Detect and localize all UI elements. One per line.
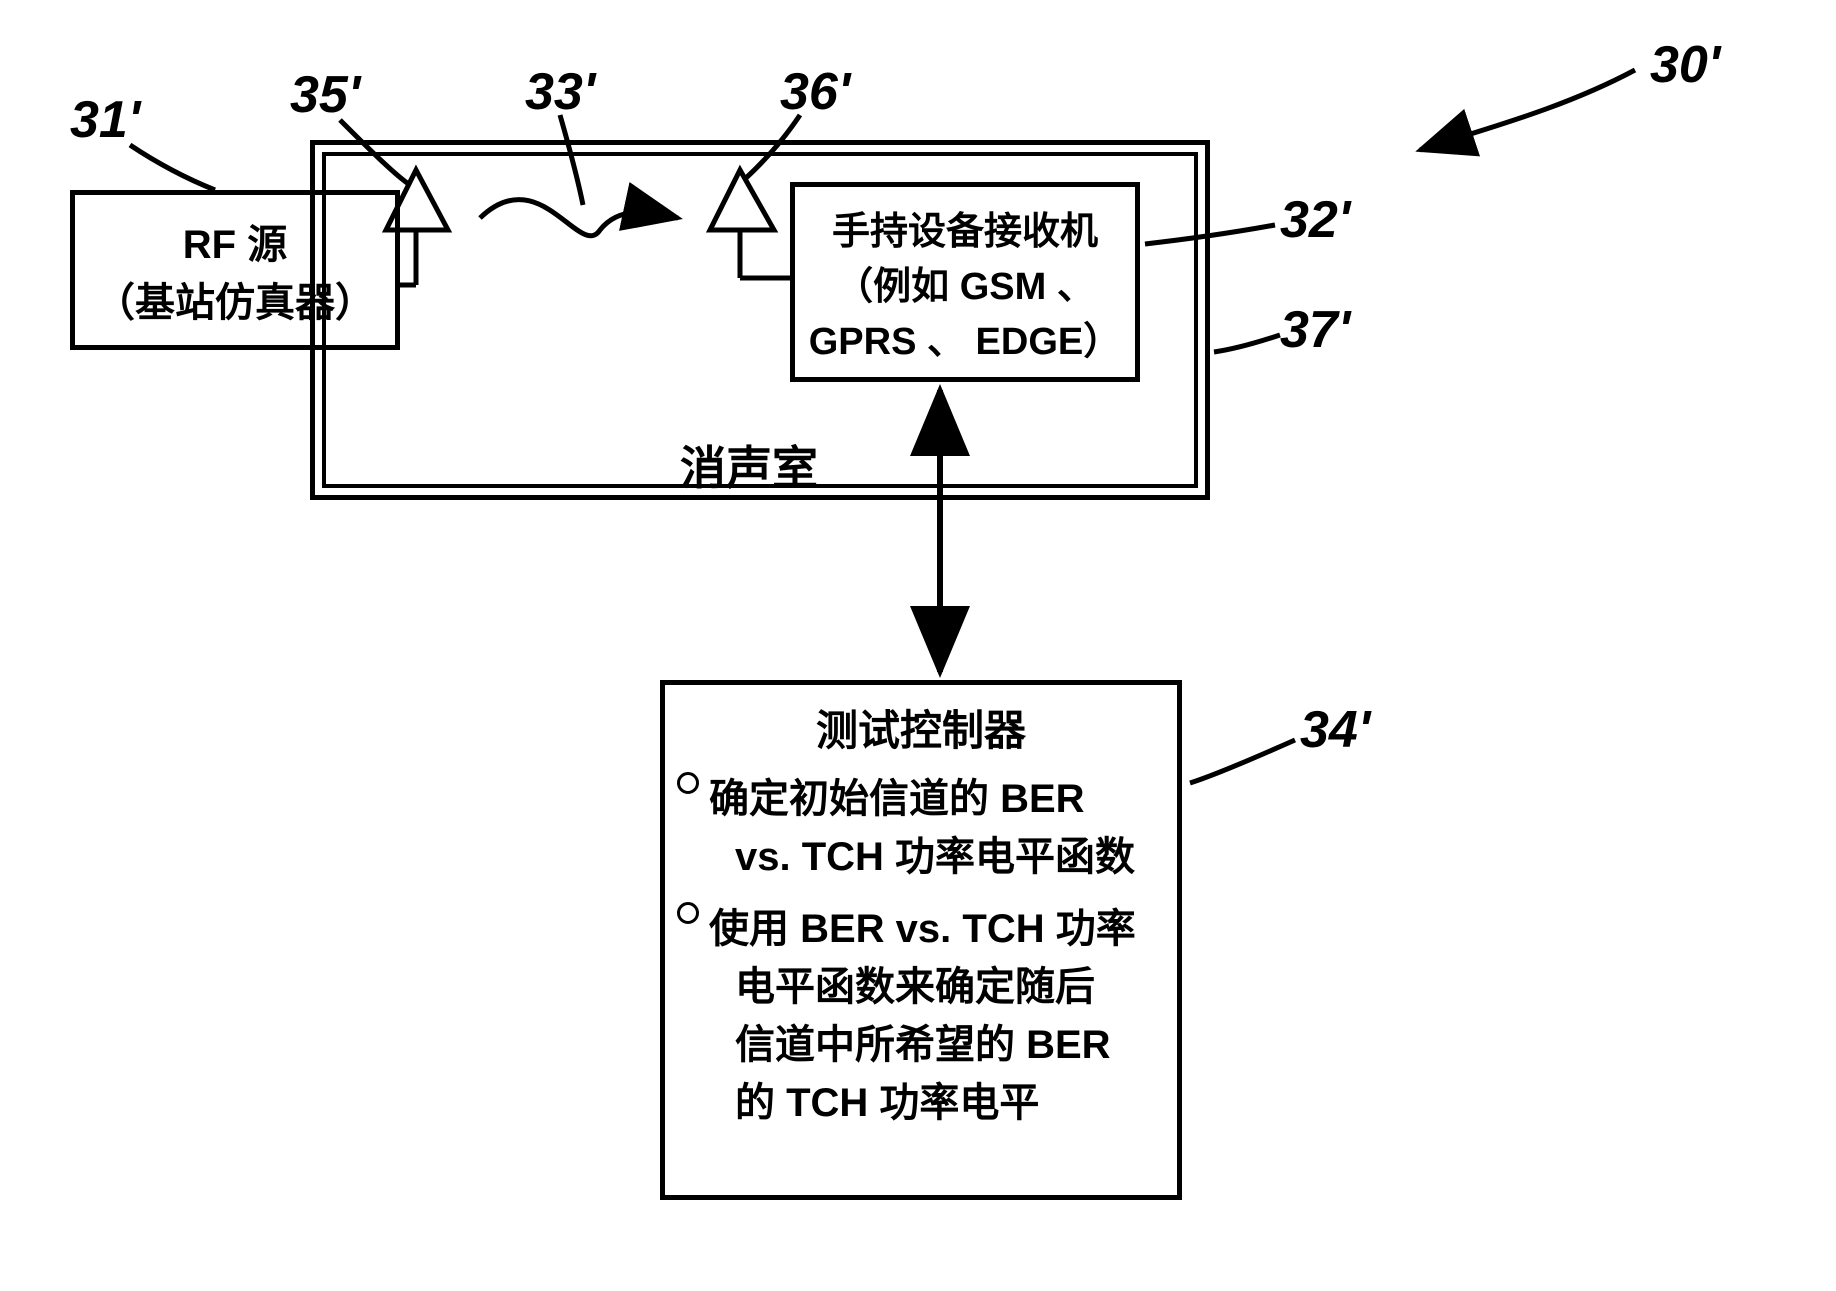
receiver-line1: 手持设备接收机 <box>832 200 1098 255</box>
receiver-line3: GPRS 、 EDGE） <box>809 310 1122 365</box>
callout-32: 32' <box>1280 190 1350 250</box>
controller-b2-l3-wrap: 信道中所希望的 BER <box>665 1012 1177 1070</box>
rf-source-line1: RF 源 <box>183 212 287 270</box>
leader-37 <box>1214 335 1280 352</box>
controller-bullet1: 确定初始信道的 BER <box>665 766 1177 824</box>
controller-bullet2: 使用 BER vs. TCH 功率 <box>665 896 1177 954</box>
controller-box: 测试控制器 确定初始信道的 BER vs. TCH 功率电平函数 使用 BER … <box>660 680 1182 1200</box>
controller-b2-l2-wrap: 电平函数来确定随后 <box>665 954 1177 1012</box>
leader-34 <box>1190 740 1295 783</box>
callout-35: 35' <box>290 65 360 125</box>
chamber-label: 消声室 <box>680 432 818 498</box>
bullet-icon <box>677 902 699 924</box>
controller-b2-l4-wrap: 的 TCH 功率电平 <box>665 1070 1177 1128</box>
callout-33: 33' <box>525 62 595 122</box>
controller-b1-l2-wrap: vs. TCH 功率电平函数 <box>665 824 1177 882</box>
receiver-line2: （例如 GSM 、 <box>835 255 1095 310</box>
callout-36: 36' <box>780 62 850 122</box>
callout-30: 30' <box>1650 35 1720 95</box>
callout-34: 34' <box>1300 700 1370 760</box>
leader-30 <box>1420 70 1635 150</box>
controller-b1-l1: 确定初始信道的 BER <box>709 766 1085 824</box>
controller-b1-l2: vs. TCH 功率电平函数 <box>735 835 1135 879</box>
bullet-icon <box>677 772 699 794</box>
callout-37: 37' <box>1280 300 1350 360</box>
controller-title: 测试控制器 <box>665 697 1177 758</box>
receiver-box: 手持设备接收机 （例如 GSM 、 GPRS 、 EDGE） <box>790 182 1140 382</box>
controller-b2-l1: 使用 BER vs. TCH 功率 <box>709 896 1136 954</box>
controller-b2-l3: 信道中所希望的 BER <box>735 1023 1111 1067</box>
controller-b2-l2: 电平函数来确定随后 <box>735 965 1095 1009</box>
leader-31 <box>130 145 215 190</box>
controller-b2-l4: 的 TCH 功率电平 <box>735 1081 1039 1125</box>
callout-31: 31' <box>70 90 140 150</box>
